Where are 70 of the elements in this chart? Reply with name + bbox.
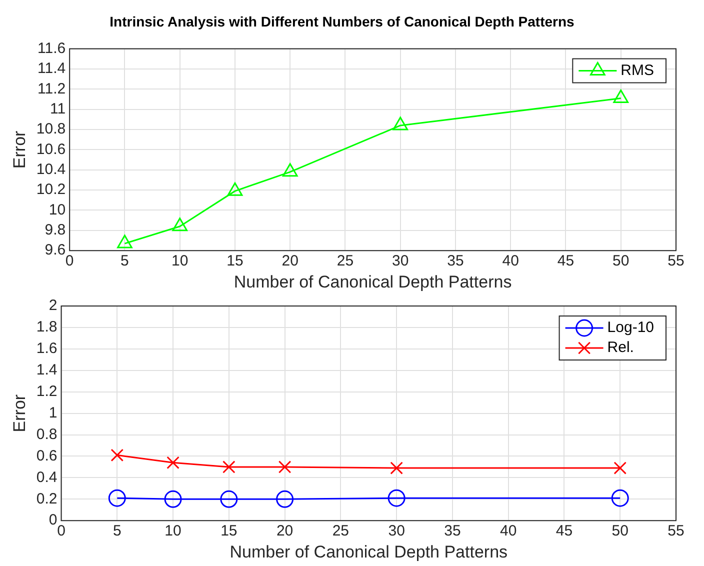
x-tick-label: 45 xyxy=(557,252,574,270)
point xyxy=(282,163,298,177)
y-axis-title: Error xyxy=(10,394,29,432)
point xyxy=(390,462,403,474)
point xyxy=(614,462,627,474)
point xyxy=(172,218,188,232)
x-axis-title: Number of Canonical Depth Patterns xyxy=(234,272,512,292)
y-tick-label: 0.4 xyxy=(36,468,58,486)
y-tick-label: 0.8 xyxy=(36,426,58,443)
y-tick-label: 1 xyxy=(48,404,58,422)
x-tick-label: 15 xyxy=(220,522,238,540)
x-tick-label: 5 xyxy=(120,252,129,270)
point xyxy=(392,116,408,130)
point xyxy=(108,489,126,507)
y-tick-label: 0 xyxy=(48,512,58,529)
chart-title: Intrinsic Analysis with Different Numbers of Canonical Depth Patterns xyxy=(110,13,575,30)
point xyxy=(220,490,238,508)
legend-label: Log-10 xyxy=(607,319,654,336)
x-tick-label: 45 xyxy=(556,522,573,540)
x-tick-label: 55 xyxy=(668,522,684,540)
point xyxy=(388,489,406,507)
y-tick-label: 0.6 xyxy=(36,447,58,464)
y-tick-label: 1.6 xyxy=(36,340,58,358)
y-tick-label: 10.4 xyxy=(36,161,66,178)
y-tick-label: 10.2 xyxy=(36,181,66,198)
x-tick-label: 5 xyxy=(112,522,122,540)
x-tick-label: 40 xyxy=(502,252,519,270)
x-tick-label: 50 xyxy=(612,522,628,540)
y-tick-label: 10 xyxy=(48,201,66,218)
x-tick-label: 55 xyxy=(668,252,684,270)
x-tick-label: 15 xyxy=(226,252,244,270)
legend-label: Rel. xyxy=(607,339,634,356)
x-tick-label: 40 xyxy=(500,522,517,540)
x-tick-label: 10 xyxy=(172,252,188,270)
legend-label: RMS xyxy=(620,62,654,79)
y-tick-label: 1.2 xyxy=(36,382,58,400)
x-tick-label: 20 xyxy=(276,522,294,540)
y-tick-label: 1.4 xyxy=(36,362,58,379)
x-tick-label: 35 xyxy=(447,252,464,270)
x-tick-label: 25 xyxy=(332,522,350,540)
point xyxy=(222,460,236,474)
y-tick-label: 10.6 xyxy=(36,140,66,158)
x-tick-label: 20 xyxy=(282,252,298,270)
y-tick-label: 11.2 xyxy=(38,80,66,98)
x-tick-label: 30 xyxy=(392,252,409,270)
x-axis-title: Number of Canonical Depth Patterns xyxy=(230,542,508,562)
y-tick-label: 11.6 xyxy=(38,40,66,57)
y-tick-label: 0.2 xyxy=(36,490,58,508)
x-tick-label: 35 xyxy=(444,522,461,540)
y-tick-label: 10.8 xyxy=(36,120,66,138)
y-axis-title: Error xyxy=(10,130,29,169)
point xyxy=(166,456,180,470)
point xyxy=(117,234,132,248)
point xyxy=(164,490,182,508)
point xyxy=(276,490,294,508)
y-tick-label: 9.6 xyxy=(44,242,66,259)
point xyxy=(110,448,124,462)
y-tick-label: 9.8 xyxy=(44,222,66,239)
y-tick-label: 2 xyxy=(48,297,58,314)
y-tick-label: 11 xyxy=(50,100,66,118)
x-tick-label: 25 xyxy=(336,252,354,270)
x-tick-label: 30 xyxy=(388,522,405,540)
point xyxy=(613,89,629,103)
y-tick-label: 11.4 xyxy=(38,60,66,78)
point xyxy=(278,460,292,474)
y-tick-label: 1.8 xyxy=(36,318,58,336)
x-tick-label: 10 xyxy=(164,522,182,540)
point xyxy=(611,489,629,507)
point xyxy=(227,182,243,196)
x-tick-label: 50 xyxy=(612,252,630,270)
